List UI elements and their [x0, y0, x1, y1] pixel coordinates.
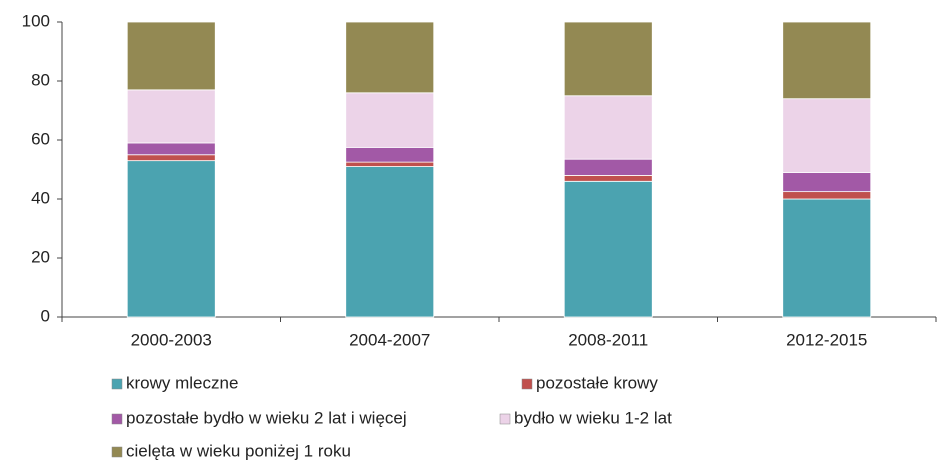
y-tick-label: 20 [31, 247, 50, 266]
legend-label: krowy mleczne [126, 373, 238, 392]
legend-label: cielęta w wieku poniżej 1 roku [126, 441, 351, 460]
legend-swatch [499, 413, 511, 425]
bar-segment [345, 161, 435, 167]
bar-segment [126, 160, 216, 318]
legend-swatch [111, 413, 123, 425]
bar-segment [782, 21, 872, 100]
y-tick-label: 0 [41, 306, 50, 325]
y-tick-label: 60 [31, 129, 50, 148]
x-tick-label: 2000-2003 [131, 330, 212, 349]
legend-label: bydło w wieku 1-2 lat [514, 408, 672, 427]
bar-segment [563, 21, 653, 97]
legend-swatch [521, 378, 533, 390]
bar-segment [126, 142, 216, 156]
bar-segment [126, 154, 216, 162]
bar-segment [563, 174, 653, 182]
legend-label: pozostałe krowy [536, 373, 658, 392]
bar-segment [345, 21, 435, 94]
bar-segment [782, 172, 872, 193]
x-tick-label: 2012-2015 [786, 330, 867, 349]
legend-label: pozostałe bydło w wieku 2 lat i więcej [126, 408, 407, 427]
bar-segment [126, 21, 216, 91]
bar-segment [345, 92, 435, 148]
bar-segment [563, 95, 653, 160]
bar-segment [563, 180, 653, 318]
x-tick-label: 2004-2007 [349, 330, 430, 349]
bar-segment [782, 198, 872, 318]
y-tick-label: 40 [31, 188, 50, 207]
bar-segment [782, 191, 872, 200]
bar-segment [126, 89, 216, 144]
bar-segment [563, 158, 653, 176]
legend-swatch [111, 446, 123, 458]
y-tick-label: 80 [31, 70, 50, 89]
bar-segment [782, 98, 872, 173]
legend-swatch [111, 378, 123, 390]
x-tick-label: 2008-2011 [568, 330, 648, 349]
bar-segment [345, 166, 435, 318]
bar-segment [345, 146, 435, 163]
y-tick-label: 100 [22, 11, 50, 30]
